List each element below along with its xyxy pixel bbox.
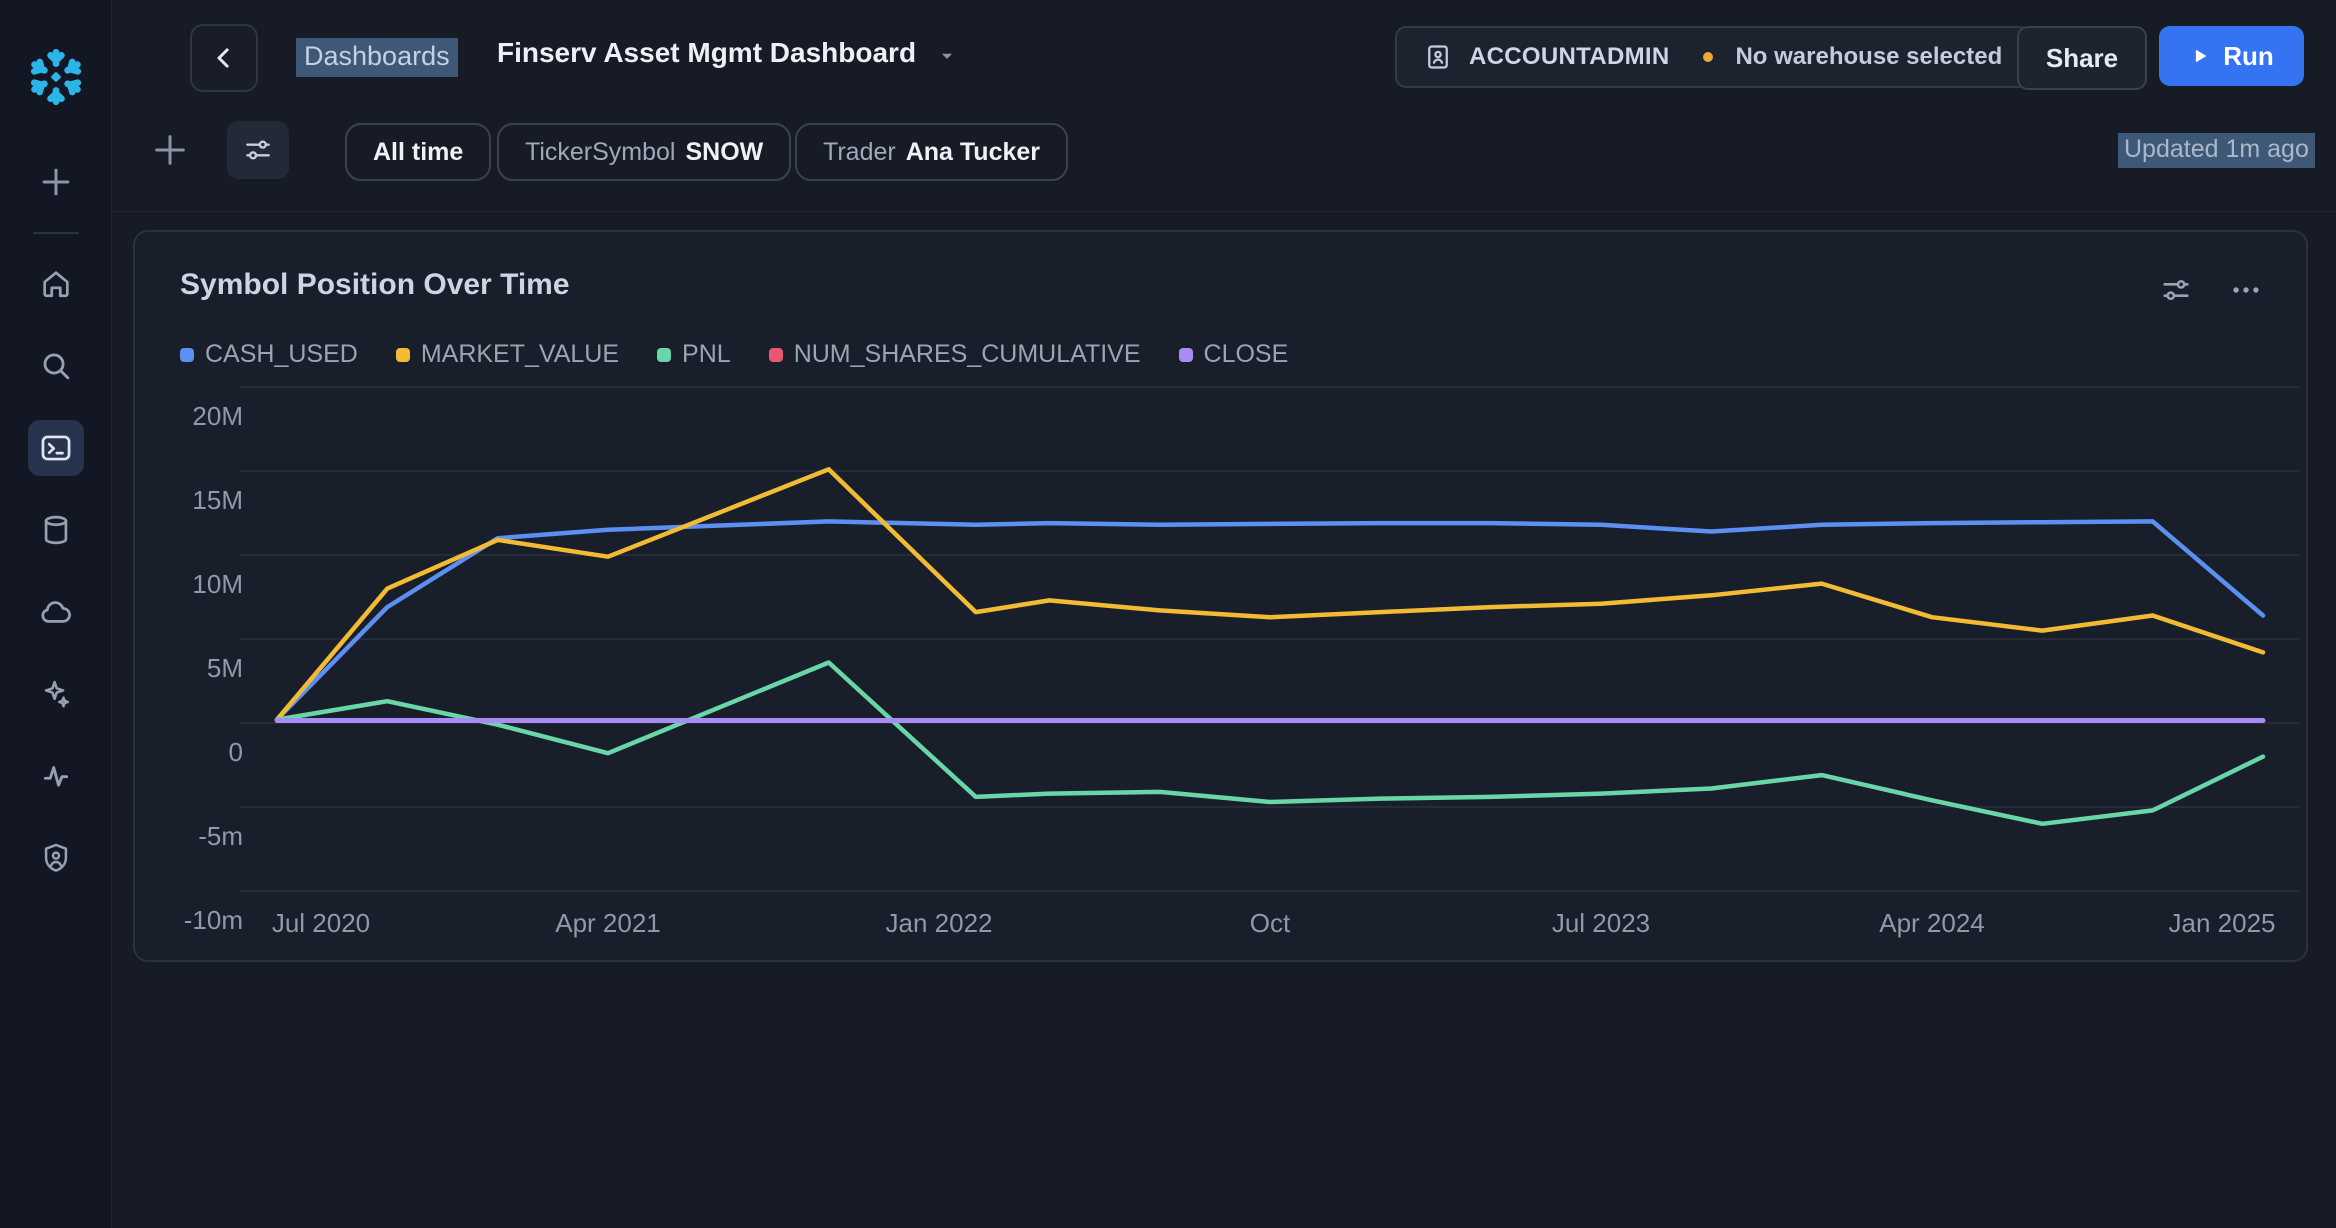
chevron-left-icon (217, 48, 229, 68)
legend-item-market_value[interactable]: MARKET_VALUE (395, 340, 620, 369)
activity-icon (43, 766, 68, 787)
filter-chip-ticker[interactable]: TickerSymbol SNOW (497, 123, 792, 181)
trader-value: Ana Tucker (905, 137, 1041, 166)
sidebar-item-admin[interactable] (28, 830, 84, 886)
share-button[interactable]: Share (2017, 26, 2147, 90)
chart-settings-button[interactable] (2156, 270, 2196, 310)
filter-chip-trader[interactable]: Trader Ana Tucker (795, 123, 1069, 181)
chart-tile: Symbol Position Over Time CASH_USED MARKE… (133, 230, 2308, 962)
sliders-icon (246, 140, 270, 160)
time-range-value: All time (373, 137, 464, 166)
snowflake-arms (30, 48, 81, 106)
role-name: ACCOUNTADMIN (1469, 43, 1670, 70)
filters-button[interactable] (227, 121, 289, 179)
database-icon (44, 515, 67, 545)
ellipsis-icon (2233, 287, 2259, 293)
legend-label: CASH_USED (205, 340, 358, 368)
sparkles-icon (44, 680, 69, 708)
sidebar-item-search[interactable] (28, 338, 84, 394)
sidebar-item-data[interactable] (28, 502, 84, 558)
sidebar-item-data-products[interactable] (28, 584, 84, 640)
sliders-icon (2163, 279, 2189, 301)
plus-icon (42, 168, 69, 196)
play-icon (2196, 49, 2207, 63)
ticker-value: SNOW (685, 137, 764, 166)
sidebar (0, 0, 112, 1228)
sidebar-nav (27, 256, 84, 886)
cloud-icon (40, 601, 71, 623)
sidebar-item-projects[interactable] (27, 420, 84, 476)
trader-label: Trader (823, 137, 896, 166)
legend-dot (657, 347, 672, 362)
shield-user-icon (44, 843, 67, 872)
sidebar-item-ai-ml[interactable] (28, 666, 84, 722)
chart-more-button[interactable] (2226, 270, 2266, 310)
search-icon (43, 353, 69, 380)
legend-label: MARKET_VALUE (420, 340, 620, 368)
legend-dot (1178, 347, 1193, 362)
sidebar-item-home[interactable] (28, 256, 84, 312)
run-label: Run (2223, 40, 2274, 71)
chart-title: Symbol Position Over Time (180, 268, 570, 301)
legend-dot (180, 347, 194, 362)
plus-icon (155, 135, 185, 165)
breadcrumb[interactable]: Dashboards (296, 38, 458, 77)
legend-item-num_shares_cumulative[interactable]: NUM_SHARES_CUMULATIVE (768, 340, 1141, 369)
legend-label: NUM_SHARES_CUMULATIVE (793, 340, 1141, 368)
page-title[interactable]: Finserv Asset Mgmt Dashboard (497, 37, 917, 68)
create-plus-button[interactable] (34, 160, 78, 204)
add-tile-button[interactable] (148, 128, 192, 172)
snowflake-logo[interactable] (25, 46, 87, 108)
legend-item-cash_used[interactable]: CASH_USED (180, 340, 358, 369)
role-warehouse-selector[interactable]: ACCOUNTADMIN No warehouse selected (1395, 26, 2031, 88)
home-icon (42, 271, 69, 298)
updated-timestamp: Updated 1m ago (2118, 133, 2315, 168)
sidebar-item-monitoring[interactable] (28, 748, 84, 804)
back-button[interactable] (190, 24, 258, 92)
chart-legend: CASH_USED MARKET_VALUE PNL NUM_SHARES_CUMUL… (180, 340, 1288, 369)
title-caret[interactable] (935, 44, 959, 73)
legend-dot (395, 347, 410, 362)
legend-dot (768, 347, 783, 362)
terminal-icon (41, 435, 70, 461)
legend-label: CLOSE (1203, 340, 1289, 368)
run-button[interactable]: Run (2159, 26, 2304, 86)
sidebar-divider (32, 232, 79, 234)
filter-chip-time-range[interactable]: All time (345, 123, 492, 181)
legend-item-pnl[interactable]: PNL (657, 340, 731, 369)
legend-label: PNL (682, 340, 731, 368)
warehouse-status: No warehouse selected (1735, 43, 2003, 70)
caret-down-icon (942, 53, 952, 59)
legend-item-close[interactable]: CLOSE (1178, 340, 1289, 369)
ticker-label: TickerSymbol (525, 137, 676, 166)
header-divider (112, 211, 2336, 212)
warehouse-status-dot (1703, 52, 1714, 62)
id-badge-icon (1428, 45, 1448, 69)
chart-tile-actions (2156, 270, 2266, 310)
